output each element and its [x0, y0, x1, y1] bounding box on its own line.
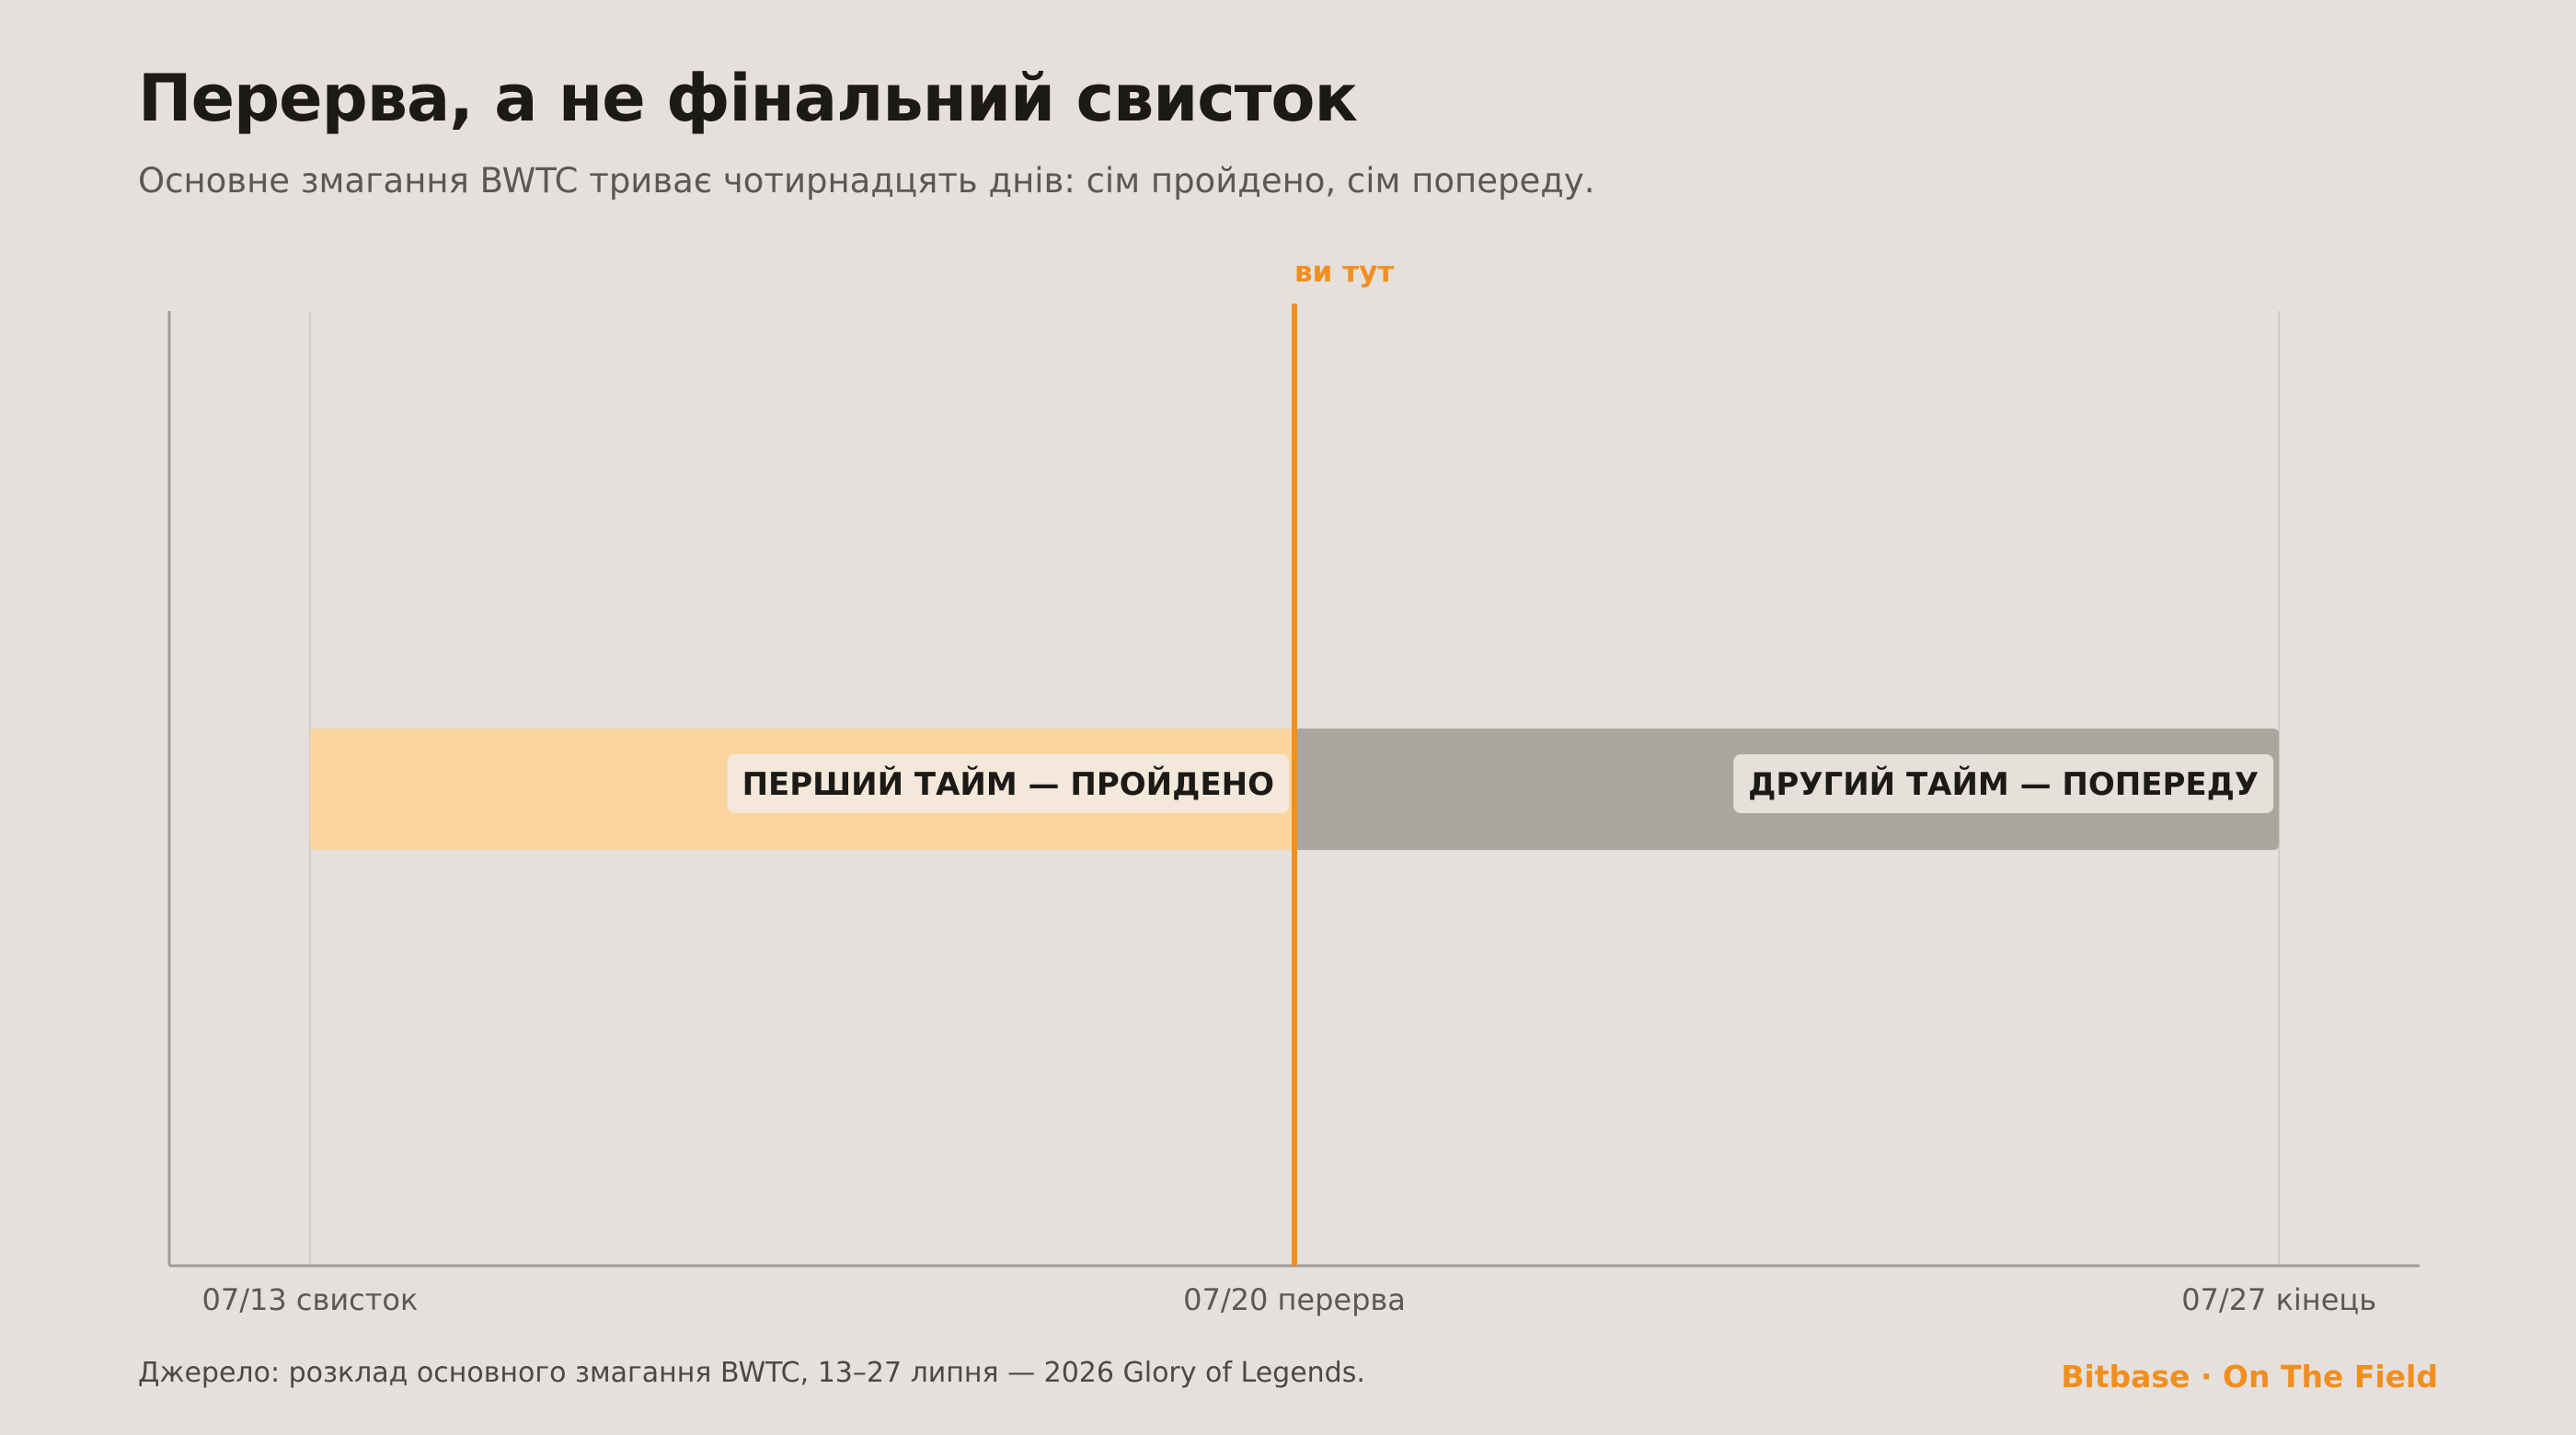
- x-tick-label-1: 07/13 свисток: [201, 1282, 418, 1317]
- x-tick-label-2: 07/20 перерва: [1183, 1282, 1406, 1317]
- source-note: Джерело: розклад основного змагання BWTC…: [138, 1357, 1365, 1389]
- segment-label-2: ДРУГИЙ ТАЙМ — ПОПЕРЕДУ: [1748, 765, 2259, 803]
- x-tick-label-3: 07/27 кінець: [2181, 1282, 2376, 1317]
- segment-label-bg-1: [727, 754, 1289, 813]
- segment-label-1: ПЕРШИЙ ТАЙМ — ПРОЙДЕНО: [742, 765, 1274, 803]
- brand-label: Bitbase · On The Field: [2061, 1359, 2438, 1395]
- x-tick-labels: 07/13 свисток 07/20 перерва 07/27 кінець: [201, 1282, 2376, 1317]
- now-marker: ви тут: [1292, 256, 1394, 1266]
- chart-subtitle: Основне змагання BWTC триває чотирнадцят…: [138, 161, 1595, 201]
- marker-label: ви тут: [1294, 256, 1394, 289]
- segment-labels: ПЕРШИЙ ТАЙМ — ПРОЙДЕНО ДРУГИЙ ТАЙМ — ПОПЕ…: [727, 754, 2274, 813]
- chart-title: Перерва, а не фінальний свисток: [138, 61, 1358, 136]
- segment-label-bg-2: [1733, 754, 2274, 813]
